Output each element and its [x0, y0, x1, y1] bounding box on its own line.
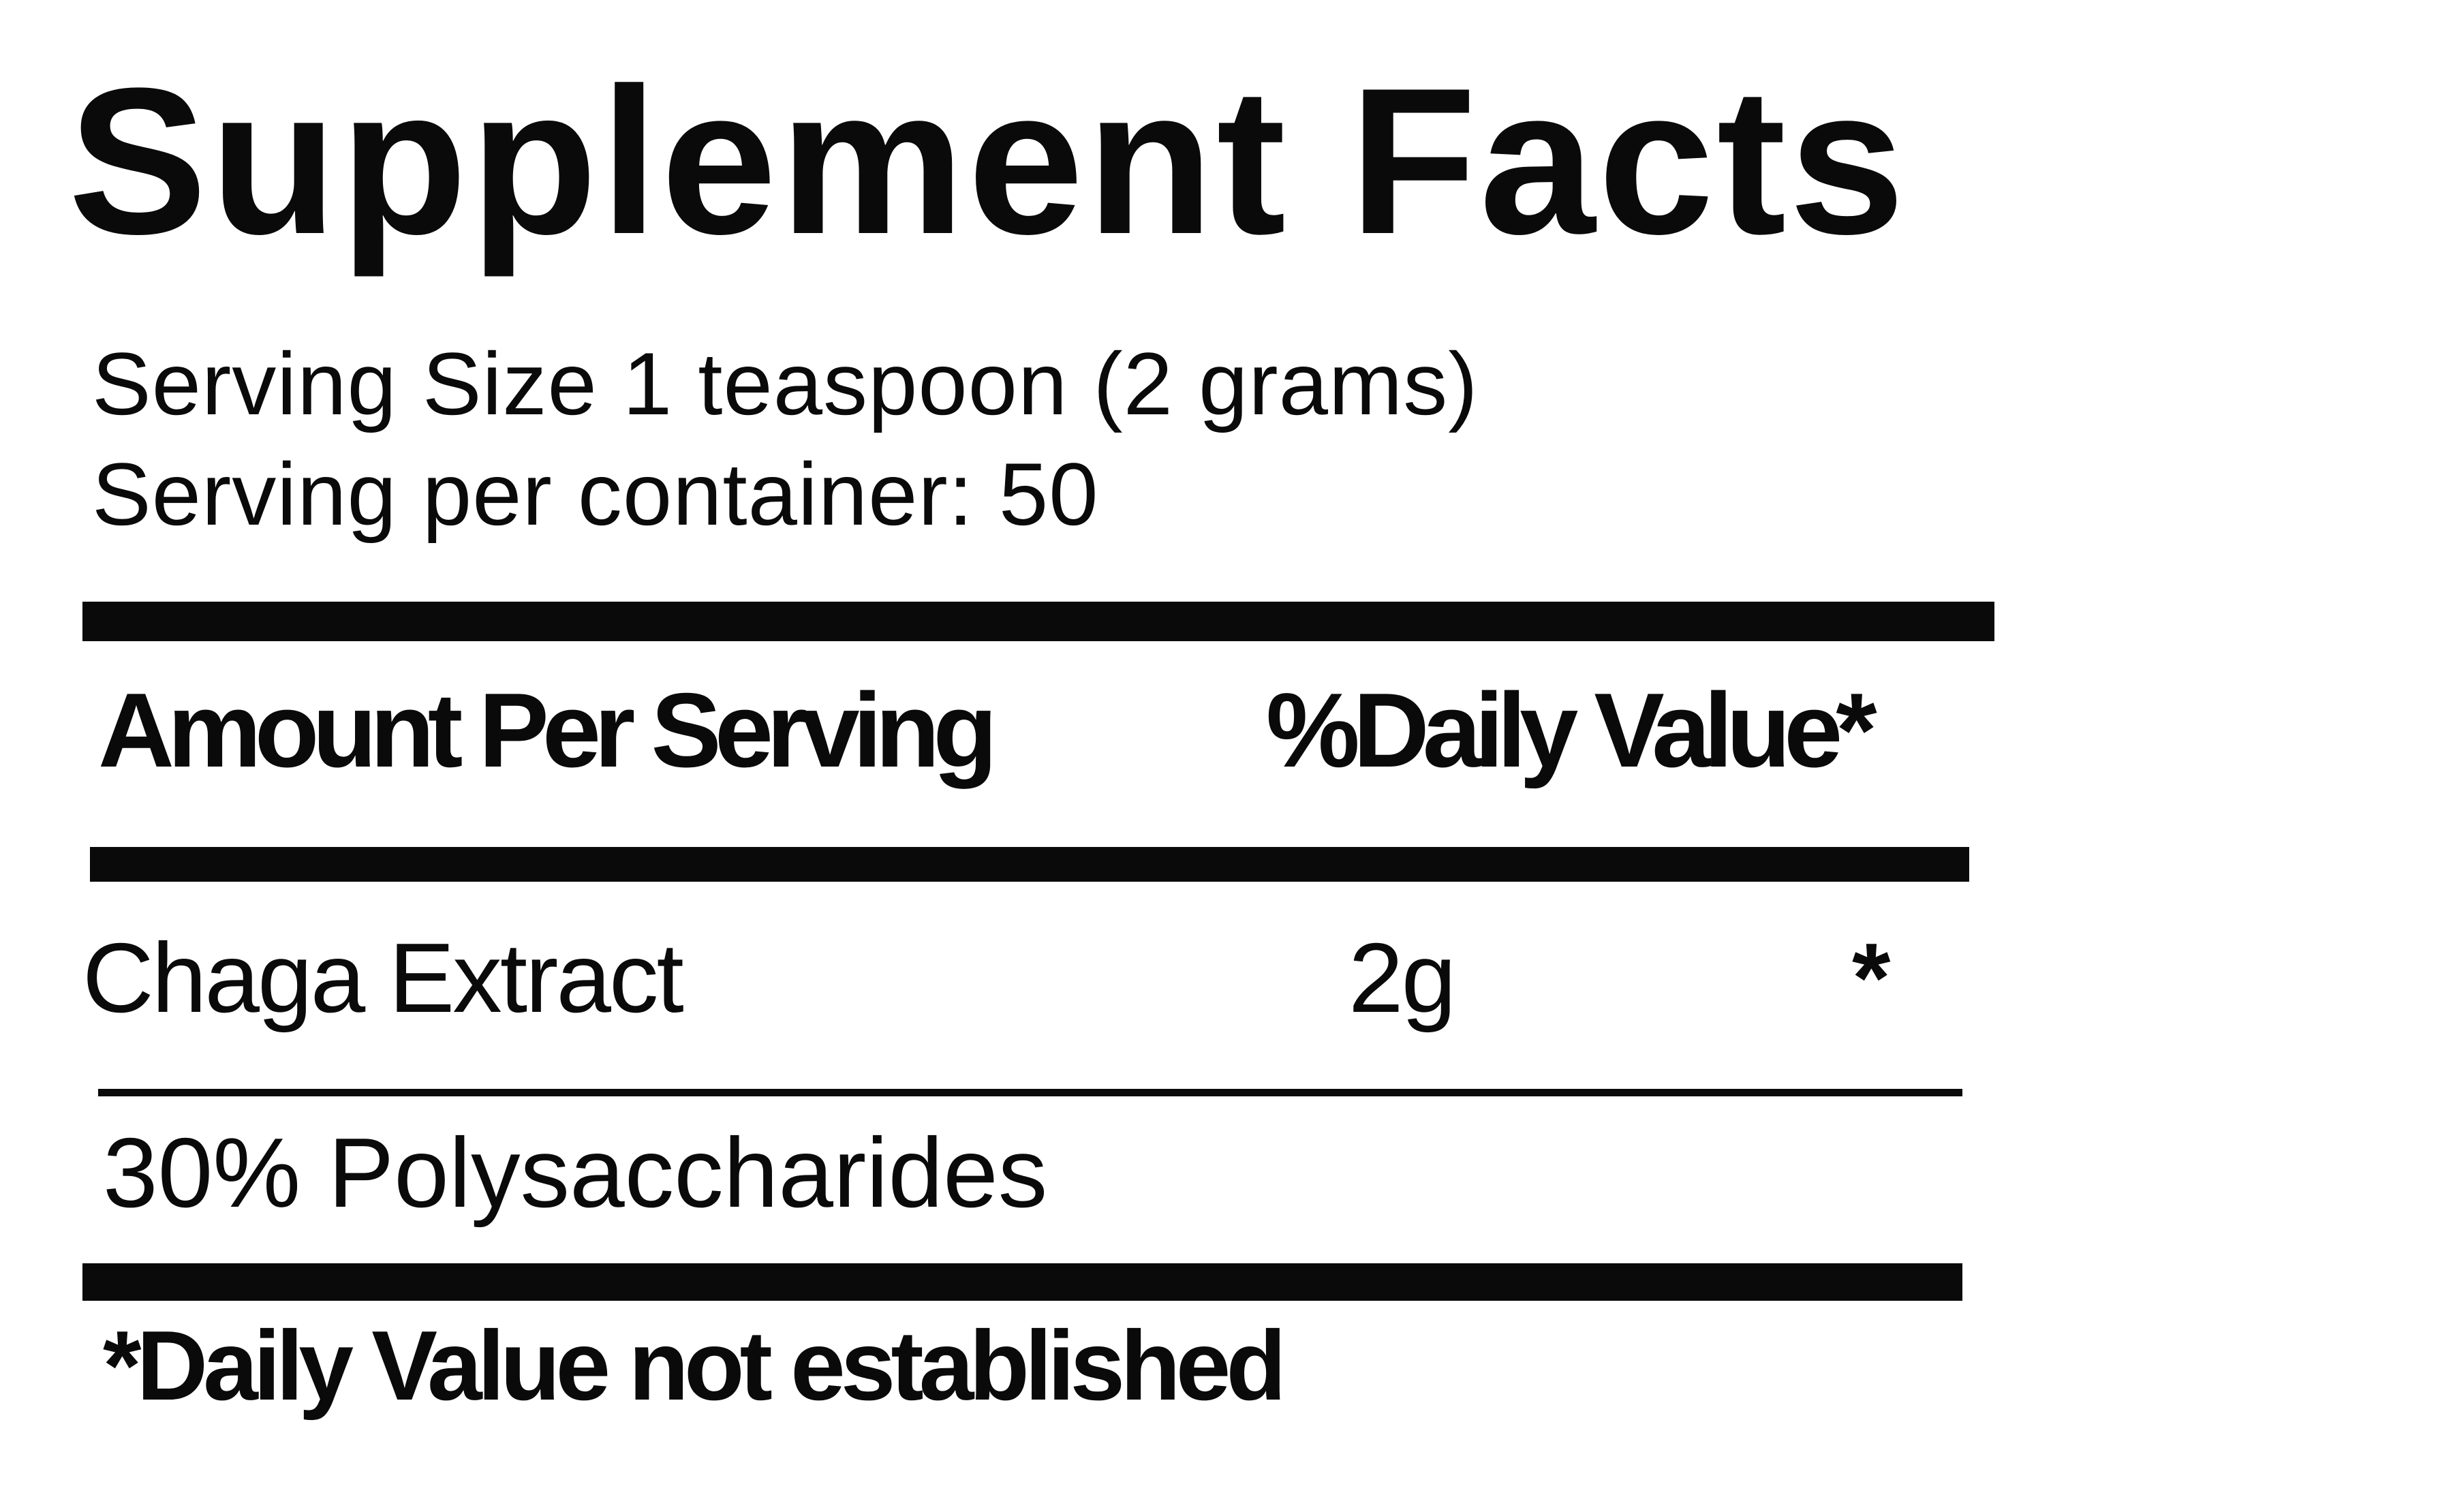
thick-divider — [90, 847, 1969, 882]
ingredient-subitem: 30% Polysaccharides — [103, 1117, 1048, 1228]
ingredient-name: Chaga Extract — [82, 923, 684, 1033]
amount-per-serving-header: Amount Per Serving — [98, 671, 998, 789]
thick-divider — [82, 602, 1994, 641]
daily-value-header: %Daily Value* — [1266, 671, 1877, 789]
serving-size: Serving Size 1 teaspoon (2 grams) — [92, 334, 1479, 433]
footnote: *Daily Value not established — [103, 1310, 1286, 1421]
thin-divider — [98, 1089, 1962, 1096]
label-title: Supplement Facts — [68, 44, 1908, 277]
ingredient-amount: 2g — [1348, 923, 1456, 1033]
thick-divider — [82, 1263, 1962, 1301]
servings-per-container: Serving per container: 50 — [92, 444, 1099, 544]
ingredient-daily-value: * — [1852, 923, 1891, 1033]
